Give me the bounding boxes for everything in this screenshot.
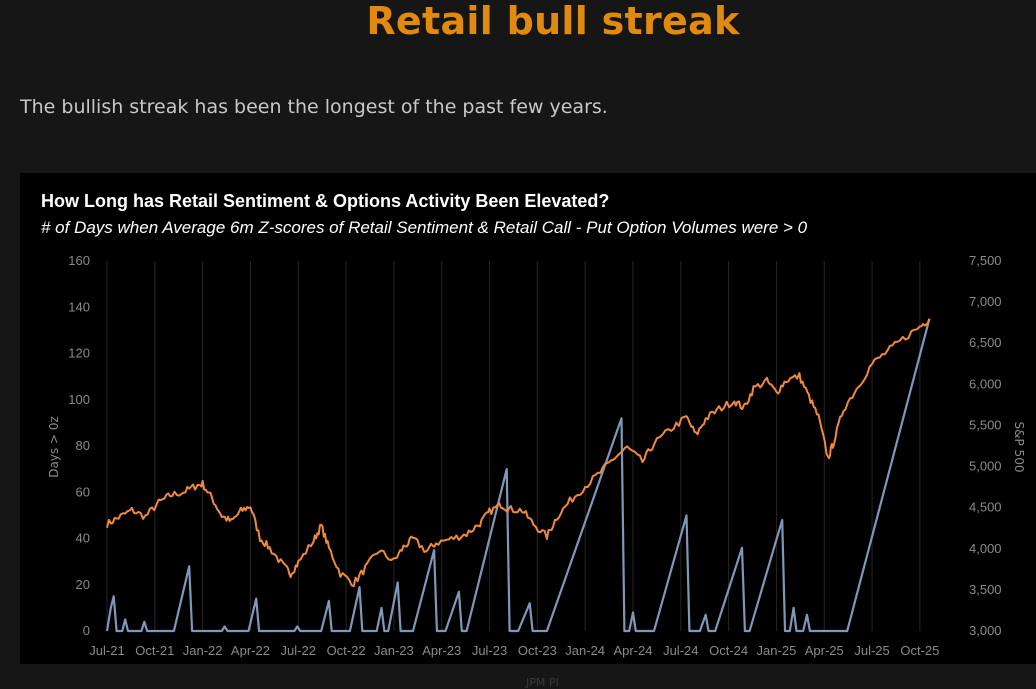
y-tick-label: 120 bbox=[68, 346, 90, 361]
x-tick-label: Oct-21 bbox=[135, 643, 174, 658]
x-tick-label: Jan-23 bbox=[374, 643, 414, 658]
x-tick-label: Jan-25 bbox=[757, 643, 797, 658]
y2-tick-label: 4,500 bbox=[969, 500, 1002, 515]
right-axis: 3,000 3,500 4,000 4,500 5,000 5,500 6,000 6,500… bbox=[969, 253, 1002, 638]
x-tick-label: Jul-24 bbox=[663, 643, 698, 658]
source-caption: JPM PI bbox=[526, 676, 559, 689]
y-tick-label: 0 bbox=[83, 623, 90, 638]
grid-lines bbox=[106, 261, 921, 631]
chart-svg: How Long has Retail Sentiment & Options … bbox=[41, 191, 1026, 658]
x-tick-label: Apr-25 bbox=[805, 643, 844, 658]
y2-tick-label: 6,500 bbox=[969, 335, 1002, 350]
y-tick-label: 80 bbox=[76, 438, 90, 453]
left-axis: 0 20 40 60 80 100 120 140 160 bbox=[68, 253, 90, 638]
page-title: Retail bull streak bbox=[366, 0, 740, 43]
x-axis: Jul-21 Oct-21 Jan-22 Apr-22 Jul-22 Oct-22 Jan-… bbox=[89, 643, 939, 658]
chart-panel: How Long has Retail Sentiment & Options … bbox=[20, 173, 1036, 664]
x-tick-label: Jan-22 bbox=[183, 643, 223, 658]
x-tick-label: Oct-24 bbox=[709, 643, 748, 658]
x-tick-label: Apr-22 bbox=[231, 643, 270, 658]
x-tick-label: Jul-25 bbox=[854, 643, 889, 658]
y-axis-label: Days > 0z bbox=[47, 416, 61, 478]
y2-tick-label: 6,000 bbox=[969, 376, 1002, 391]
y2-axis-label: S&P 500 bbox=[1012, 422, 1026, 473]
y-tick-label: 60 bbox=[76, 484, 90, 499]
chart-title: How Long has Retail Sentiment & Options … bbox=[41, 191, 609, 211]
chart-subtitle: # of Days when Average 6m Z-scores of Re… bbox=[41, 218, 808, 237]
y2-tick-label: 3,000 bbox=[969, 623, 1002, 638]
x-tick-label: Oct-23 bbox=[518, 643, 557, 658]
y-tick-label: 140 bbox=[68, 299, 90, 314]
y-tick-label: 20 bbox=[76, 577, 90, 592]
x-tick-label: Oct-22 bbox=[327, 643, 366, 658]
y2-tick-label: 7,500 bbox=[969, 253, 1002, 268]
y2-tick-label: 5,000 bbox=[969, 459, 1002, 474]
x-tick-label: Apr-23 bbox=[422, 643, 461, 658]
y-tick-label: 160 bbox=[68, 253, 90, 268]
x-tick-label: Jul-23 bbox=[472, 643, 507, 658]
streak-days-series-line bbox=[105, 318, 931, 633]
series-layer bbox=[105, 318, 931, 633]
x-tick-label: Jan-24 bbox=[565, 643, 605, 658]
y2-tick-label: 3,500 bbox=[969, 582, 1002, 597]
x-tick-label: Oct-25 bbox=[900, 643, 939, 658]
x-tick-label: Jul-22 bbox=[281, 643, 316, 658]
y-tick-label: 40 bbox=[76, 531, 90, 546]
page-subtitle: The bullish streak has been the longest … bbox=[20, 96, 608, 118]
x-tick-label: Apr-24 bbox=[613, 643, 652, 658]
y2-tick-label: 7,000 bbox=[969, 294, 1002, 309]
x-tick-label: Jul-21 bbox=[89, 643, 124, 658]
sp500-series-line bbox=[106, 318, 931, 588]
y-tick-label: 100 bbox=[68, 392, 90, 407]
y2-tick-label: 5,500 bbox=[969, 417, 1002, 432]
y2-tick-label: 4,000 bbox=[969, 541, 1002, 556]
